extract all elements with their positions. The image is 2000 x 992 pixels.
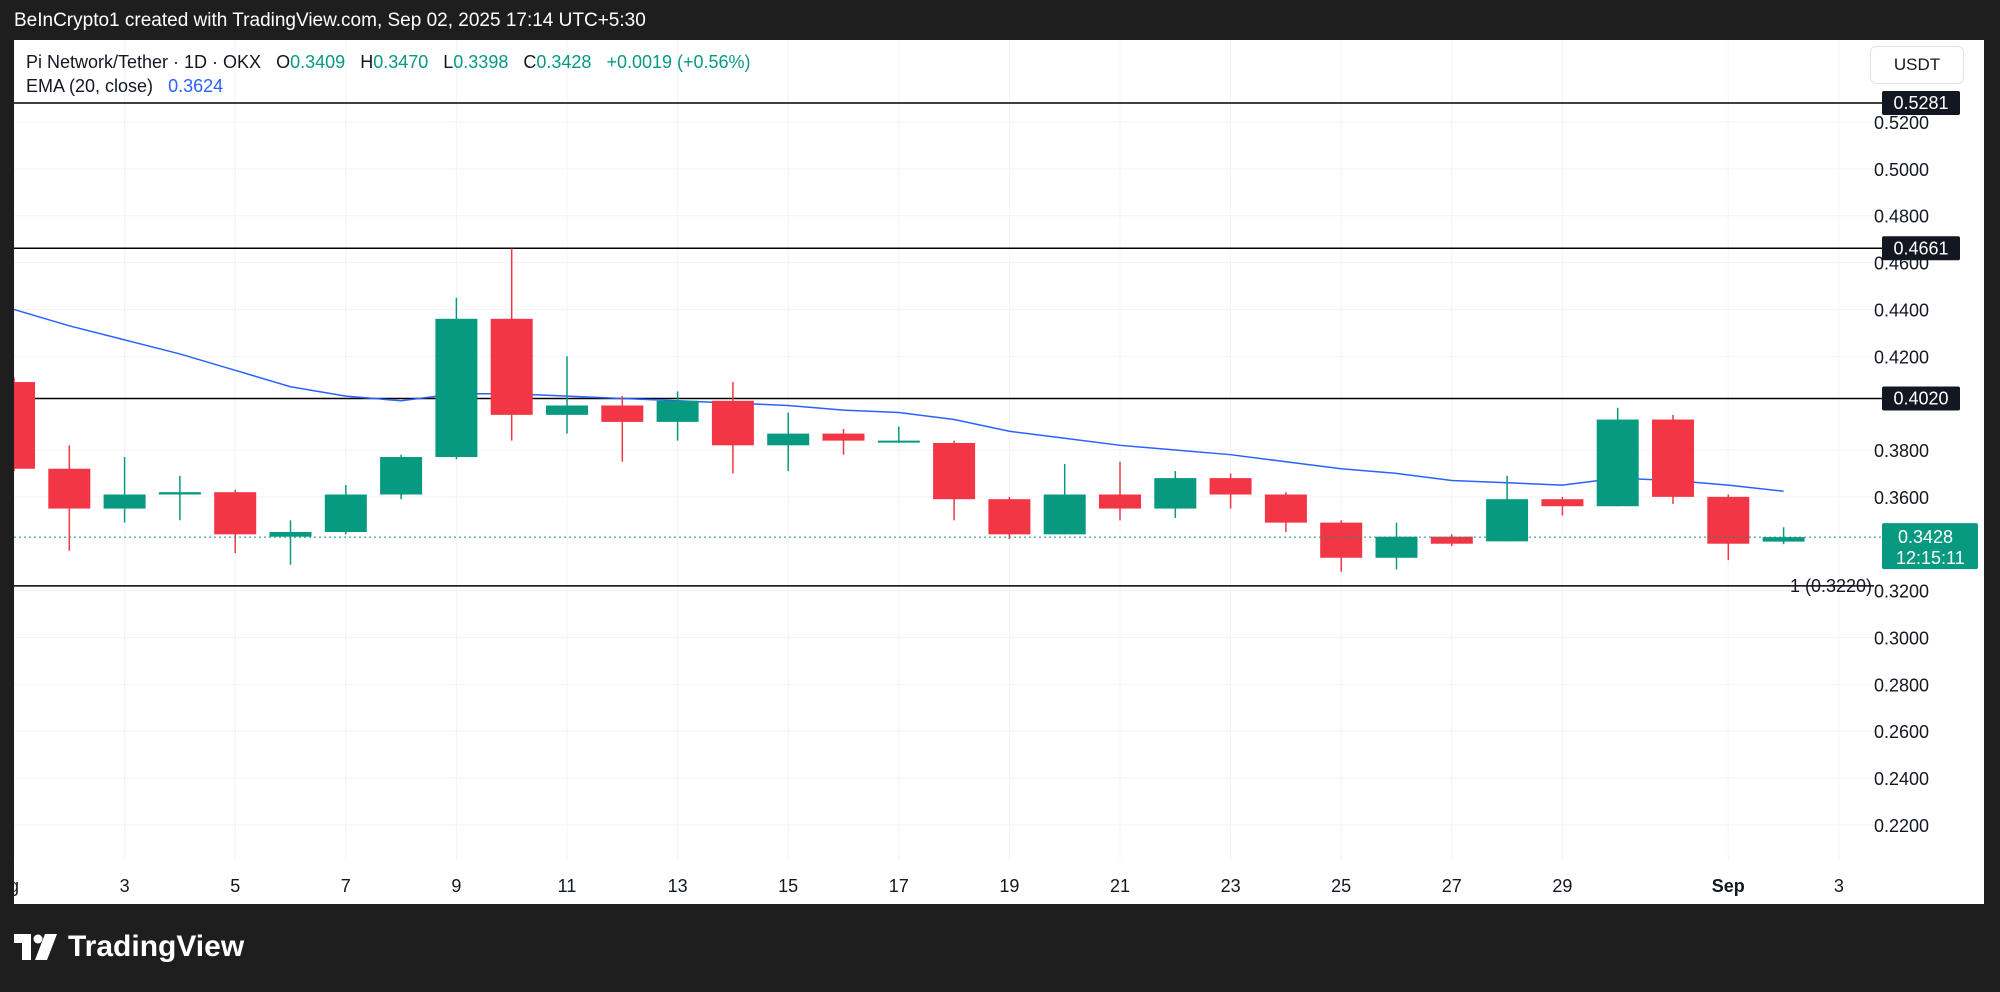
symbol-label[interactable]: Pi Network/Tether · 1D · OKX xyxy=(26,52,262,72)
last-price-label: 0.3428 xyxy=(1898,527,1953,547)
x-tick-label: 3 xyxy=(1834,876,1844,896)
low-value: 0.3398 xyxy=(453,52,509,72)
candle-down[interactable] xyxy=(1430,536,1473,544)
y-tick-label: 0.5200 xyxy=(1874,113,1929,133)
y-tick-label: 0.3200 xyxy=(1874,582,1929,602)
candle-down[interactable] xyxy=(14,382,35,469)
y-tick-label: 0.2400 xyxy=(1874,769,1929,789)
x-tick-label: Sep xyxy=(1712,876,1745,896)
ohlc-row: Pi Network/Tether · 1D · OKX O0.3409 H0.… xyxy=(26,50,751,74)
candle-up[interactable] xyxy=(877,440,920,443)
level-price-tag xyxy=(1882,91,1960,116)
y-tick-label: 0.4800 xyxy=(1874,207,1929,227)
level-price-tag xyxy=(1882,386,1960,411)
candle-down[interactable] xyxy=(933,442,976,500)
candle-up[interactable] xyxy=(1043,494,1086,535)
tradingview-logo-icon xyxy=(14,934,57,960)
candle-down[interactable] xyxy=(1099,494,1141,509)
high-value: 0.3470 xyxy=(373,52,429,72)
tradingview-logo[interactable]: TradingView xyxy=(14,930,244,964)
x-tick-label: 11 xyxy=(558,876,577,896)
open-value: 0.3409 xyxy=(290,52,346,72)
x-tick-label: 13 xyxy=(668,876,688,896)
close-label: C xyxy=(523,52,537,72)
candle-down[interactable] xyxy=(601,405,644,422)
candle-down[interactable] xyxy=(490,318,533,415)
level-price-label: 0.4020 xyxy=(1893,388,1948,408)
candle-down[interactable] xyxy=(48,468,91,509)
candle-down[interactable] xyxy=(1652,419,1694,497)
candle-down[interactable] xyxy=(1541,499,1584,507)
last-price-tag xyxy=(1882,523,1978,570)
candle-down[interactable] xyxy=(822,433,865,441)
candle-up[interactable] xyxy=(656,400,699,422)
change-value: +0.0019 (+0.56%) xyxy=(606,52,751,72)
chart-frame: 0.5200 0.5000 0.4800 0.4600 0.4400 0.4200 0.38… xyxy=(14,40,1984,904)
x-tick-label: 5 xyxy=(230,876,240,896)
y-tick-label: 0.5000 xyxy=(1874,160,1929,180)
candle-up[interactable] xyxy=(1486,499,1529,542)
x-tick-label: 19 xyxy=(999,876,1019,896)
bar-countdown-label: 12:15:11 xyxy=(1896,548,1965,568)
level-price-label: 0.4661 xyxy=(1893,238,1948,258)
candle-up[interactable] xyxy=(1596,419,1639,507)
candle-up[interactable] xyxy=(324,494,367,532)
x-tick-label: 21 xyxy=(1110,876,1130,896)
chart-caption: BeInCrypto1 created with TradingView.com… xyxy=(14,10,646,31)
x-tick-label: 15 xyxy=(778,876,798,896)
tradingview-brand: TradingView xyxy=(68,930,245,963)
x-tick-label: 27 xyxy=(1442,876,1462,896)
ema-line xyxy=(14,308,1784,492)
y-tick-label: 0.3800 xyxy=(1874,441,1929,461)
x-tick-label: 17 xyxy=(889,876,909,896)
x-tick-label: 23 xyxy=(1221,876,1241,896)
candle-up[interactable] xyxy=(435,318,478,458)
candle-down[interactable] xyxy=(1320,522,1363,558)
candle-up[interactable] xyxy=(1762,537,1805,542)
candle-up[interactable] xyxy=(1375,536,1418,558)
candlestick-chart[interactable]: 0.52000.50000.48000.46000.44000.42000.38… xyxy=(14,40,1984,904)
level-price-label: 0.5281 xyxy=(1893,93,1948,113)
y-tick-label: 0.3600 xyxy=(1874,488,1929,508)
candle-up[interactable] xyxy=(269,532,312,537)
candle-up[interactable] xyxy=(1154,478,1197,509)
x-tick-label: 7 xyxy=(341,876,351,896)
candle-down[interactable] xyxy=(988,499,1031,535)
y-tick-label: 0.2200 xyxy=(1874,816,1929,836)
candle-up[interactable] xyxy=(158,492,201,495)
candle-down[interactable] xyxy=(711,400,754,446)
ema-label[interactable]: EMA (20, close) xyxy=(26,76,154,96)
currency-button[interactable]: USDT xyxy=(1870,46,1964,84)
ema-row: EMA (20, close) 0.3624 xyxy=(26,74,751,98)
candle-down[interactable] xyxy=(1264,494,1307,523)
candle-up[interactable] xyxy=(103,494,146,509)
ema-value: 0.3624 xyxy=(168,76,224,96)
x-tick-label: 29 xyxy=(1552,876,1572,896)
x-tick-label: 25 xyxy=(1331,876,1351,896)
x-tick-label: 9 xyxy=(451,876,461,896)
low-label: L xyxy=(443,52,454,72)
chart-legend: Pi Network/Tether · 1D · OKX O0.3409 H0.… xyxy=(26,50,751,98)
x-tick-label: 3 xyxy=(120,876,130,896)
candle-up[interactable] xyxy=(546,405,588,415)
candle-up[interactable] xyxy=(767,433,810,446)
high-label: H xyxy=(360,52,374,72)
candle-down[interactable] xyxy=(1209,478,1252,495)
y-tick-label: 0.2800 xyxy=(1874,675,1929,695)
support-level-label: 1 (0.3220) xyxy=(1790,576,1872,596)
y-tick-label: 0.4200 xyxy=(1874,347,1929,367)
close-value: 0.3428 xyxy=(536,52,592,72)
x-tick-label: g xyxy=(14,876,19,896)
level-price-tag xyxy=(1882,236,1960,261)
open-label: O xyxy=(276,52,291,72)
candle-down[interactable] xyxy=(1707,496,1750,544)
y-tick-label: 0.3000 xyxy=(1874,628,1929,648)
candle-up[interactable] xyxy=(380,457,423,495)
candle-down[interactable] xyxy=(214,492,257,535)
y-tick-label: 0.2600 xyxy=(1874,722,1929,742)
y-tick-label: 0.4400 xyxy=(1874,300,1929,320)
